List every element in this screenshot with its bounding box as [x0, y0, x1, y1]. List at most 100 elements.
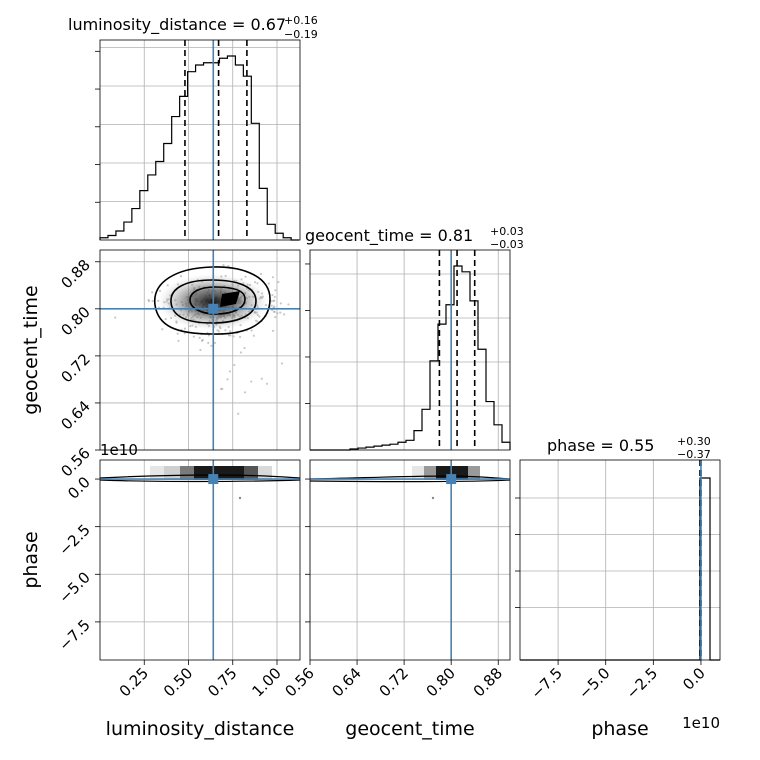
scatter-point [207, 334, 211, 337]
scatter-point [243, 346, 246, 350]
panel-phase-vs-geocent-time: 0.56 0.64 0.72 0.80 0.88 geocent_time [281, 459, 511, 740]
x-tick-label: 0.50 [160, 664, 196, 700]
x-tick-label: −5.0 [575, 664, 613, 702]
scatter-point [287, 303, 290, 306]
title-geocent-time: geocent_time = 0.81 [305, 226, 473, 246]
xlabel-phase: phase [591, 718, 648, 740]
scatter-point [229, 330, 232, 333]
scatter-point [273, 299, 276, 302]
scatter-point [164, 317, 167, 321]
title-luminosity-distance: luminosity_distance = 0.67 [68, 15, 286, 35]
title-luminosity-distance-upper: +0.16 [284, 14, 318, 27]
scatter-point [280, 362, 284, 365]
x-tick-label: 0.72 [376, 664, 412, 700]
scatter-point [227, 264, 230, 268]
title-phase-lower: −0.37 [677, 448, 711, 461]
axes-frame [99, 39, 301, 241]
x-tick-label: 0.64 [329, 664, 365, 700]
scatter-point [232, 335, 235, 338]
scatter-point [273, 295, 276, 298]
scatter-point [217, 330, 221, 333]
scatter-point [244, 275, 247, 278]
x-tick-label: 0.80 [423, 664, 459, 700]
scatter-point [222, 263, 225, 267]
title-geocent-time-lower: −0.03 [490, 238, 524, 251]
y-tick-label: −2.5 [55, 521, 93, 559]
scatter-point [238, 496, 242, 500]
y-tick-label: 0.64 [57, 397, 93, 433]
scatter-point [274, 315, 277, 319]
density-contour-outer [154, 266, 271, 335]
scatter-point [220, 388, 223, 391]
xlabel-luminosity-distance: luminosity_distance [106, 718, 295, 740]
scatter-point [177, 339, 180, 343]
scatter-point [198, 336, 201, 339]
panel-luminosity-distance-hist: luminosity_distance = 0.67 +0.16 −0.19 [68, 14, 318, 241]
scatter-point [250, 380, 253, 383]
truth-marker [446, 474, 457, 485]
x-tick-label: −7.5 [527, 664, 565, 702]
histogram-geocent-time [310, 265, 511, 451]
scatter-point [151, 299, 154, 303]
density-contour-inner [189, 286, 246, 315]
density-band [150, 466, 272, 480]
scatter-point [254, 319, 258, 322]
scatter-point [207, 341, 210, 345]
scatter-point [233, 363, 236, 367]
y-tick-label: 0.88 [57, 256, 93, 292]
scatter-point [239, 351, 243, 354]
panel-geocent-time-vs-luminosity-distance: 0.56 0.64 0.72 0.80 0.88 geocent_time [20, 249, 301, 480]
x-tick-label: −2.5 [623, 664, 661, 702]
scatter-point [199, 348, 202, 352]
scatter-point [276, 312, 279, 315]
scatter-point [213, 341, 217, 345]
scatter-point [270, 304, 273, 307]
ylabel-phase: phase [20, 531, 42, 588]
title-geocent-time-upper: +0.03 [490, 225, 524, 238]
panel-geocent-time-hist: geocent_time = 0.81 +0.03 −0.03 [305, 225, 524, 451]
x-tick-label: 0.25 [116, 664, 152, 700]
scatter-point [147, 298, 150, 302]
scatter-point [179, 275, 183, 278]
density-band [412, 466, 480, 480]
scatter-point [243, 391, 247, 394]
scatter-point [250, 329, 253, 332]
x-tick-label: 0.0 [679, 664, 709, 694]
axes-frame [99, 459, 301, 661]
axes-frame [309, 459, 511, 661]
histogram-phase [520, 477, 720, 661]
scatter-point [238, 335, 242, 339]
scatter-point [226, 378, 229, 381]
title-phase: phase = 0.55 [547, 436, 654, 455]
scatter-point [210, 344, 213, 347]
axes-frame [519, 459, 721, 661]
scatter-point [274, 289, 277, 292]
scatter-point [151, 291, 154, 294]
scatter-point [265, 382, 269, 385]
scatter-point [273, 310, 276, 313]
title-phase-upper: +0.30 [677, 435, 711, 448]
scatter-point [237, 412, 240, 415]
x-tick-label: 1.00 [248, 664, 284, 700]
scatter-point [273, 305, 276, 308]
truth-marker [208, 474, 219, 485]
density-contour-middle [170, 279, 257, 324]
scatter-point [252, 334, 255, 337]
scatter-point [227, 334, 231, 337]
y-tick-label: 0.80 [57, 303, 93, 339]
scatter-point [183, 332, 186, 335]
scatter-point [114, 316, 117, 319]
scatter-point [283, 313, 286, 316]
scatter-point [254, 281, 257, 284]
ylabel-geocent-time: geocent_time [20, 285, 42, 414]
scatter-point [259, 272, 263, 276]
scatter-point [271, 293, 274, 297]
axes-frame [309, 249, 511, 451]
scatter-point [277, 280, 280, 284]
scatter-point [224, 329, 227, 332]
scatter-point [279, 302, 282, 305]
scatter-point [271, 276, 275, 279]
title-luminosity-distance-lower: −0.19 [284, 28, 318, 41]
scatter-point [229, 334, 232, 337]
